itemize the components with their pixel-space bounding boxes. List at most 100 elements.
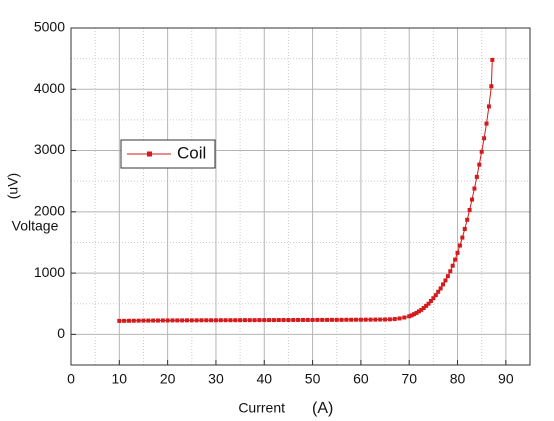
data-point: [117, 318, 122, 323]
data-point: [146, 318, 151, 323]
data-point: [368, 317, 373, 322]
x-axis-unit: (A): [312, 400, 333, 417]
x-tick-label: 10: [112, 371, 128, 387]
y-tick-label: 5000: [34, 19, 65, 35]
data-point: [252, 318, 257, 323]
data-point: [354, 317, 359, 322]
data-point: [189, 318, 194, 323]
x-tick-label: 0: [67, 371, 75, 387]
data-point: [441, 282, 446, 287]
data-point: [242, 318, 247, 323]
data-point: [320, 317, 325, 322]
data-point: [170, 318, 175, 323]
data-point: [194, 318, 199, 323]
data-point: [424, 303, 429, 308]
data-point: [175, 318, 180, 323]
y-tick-label: 1000: [34, 264, 65, 280]
data-point: [151, 318, 156, 323]
data-point: [223, 318, 228, 323]
data-point: [155, 318, 160, 323]
x-tick-label: 70: [401, 371, 417, 387]
data-point: [460, 235, 465, 240]
data-point: [489, 84, 494, 89]
data-point: [228, 318, 233, 323]
y-axis-unit: (uV): [5, 173, 21, 199]
data-point: [213, 318, 218, 323]
x-tick-label: 90: [498, 371, 514, 387]
x-tick-label: 30: [208, 371, 224, 387]
data-point: [387, 317, 392, 322]
data-point: [165, 318, 170, 323]
data-point: [455, 250, 460, 255]
data-point: [450, 263, 455, 268]
data-point: [465, 217, 470, 222]
plot-frame: [70, 27, 531, 366]
data-point: [462, 226, 467, 231]
data-point: [433, 293, 438, 298]
data-point: [160, 318, 165, 323]
data-point: [344, 317, 349, 322]
data-point: [443, 278, 448, 283]
data-point: [334, 317, 339, 322]
data-point: [247, 318, 252, 323]
data-point: [300, 317, 305, 322]
data-point: [431, 296, 436, 301]
legend-label: Coil: [177, 143, 206, 162]
data-line: [119, 59, 493, 322]
data-point: [325, 317, 330, 322]
data-point: [448, 269, 453, 274]
data-point: [339, 317, 344, 322]
data-point: [238, 318, 243, 323]
data-point: [209, 318, 214, 323]
data-point: [204, 318, 209, 323]
data-point: [484, 121, 489, 126]
data-point: [286, 318, 291, 323]
data-point: [329, 317, 334, 322]
data-point: [409, 313, 414, 318]
x-tick-label: 40: [256, 371, 272, 387]
data-point: [257, 318, 262, 323]
data-point: [419, 307, 424, 312]
data-point: [378, 317, 383, 322]
data-point: [445, 274, 450, 279]
data-point: [358, 317, 363, 322]
data-point: [472, 186, 477, 191]
data-point: [470, 197, 475, 202]
data-point: [412, 312, 417, 317]
data-point: [477, 162, 482, 167]
legend-marker: [147, 151, 152, 157]
data-point: [141, 318, 146, 323]
data-point: [305, 317, 310, 322]
data-point: [421, 306, 426, 311]
data-point: [383, 317, 388, 322]
data-point: [184, 318, 189, 323]
y-tick-label: 4000: [34, 80, 65, 96]
data-point: [397, 316, 402, 321]
data-point: [414, 310, 419, 315]
data-point: [276, 318, 281, 323]
x-tick-label: 60: [353, 371, 369, 387]
data-point: [310, 317, 315, 322]
data-point: [457, 243, 462, 248]
data-point: [474, 174, 479, 179]
data-point: [490, 57, 495, 62]
data-point: [479, 149, 484, 154]
y-tick-label: 3000: [34, 141, 65, 157]
data-point: [271, 318, 276, 323]
data-point: [349, 317, 354, 322]
data-point: [486, 104, 491, 109]
data-point: [199, 318, 204, 323]
x-axis-label: Current: [238, 400, 285, 416]
x-tick-label: 50: [305, 371, 321, 387]
y-axis-label: Voltage: [12, 218, 59, 234]
data-point: [218, 318, 223, 323]
data-point: [428, 298, 433, 303]
data-point: [291, 318, 296, 323]
x-tick-label: 80: [450, 371, 466, 387]
data-point: [136, 318, 141, 323]
data-point: [438, 286, 443, 291]
data-point: [267, 318, 272, 323]
data-point: [436, 289, 441, 294]
data-point: [453, 257, 458, 262]
